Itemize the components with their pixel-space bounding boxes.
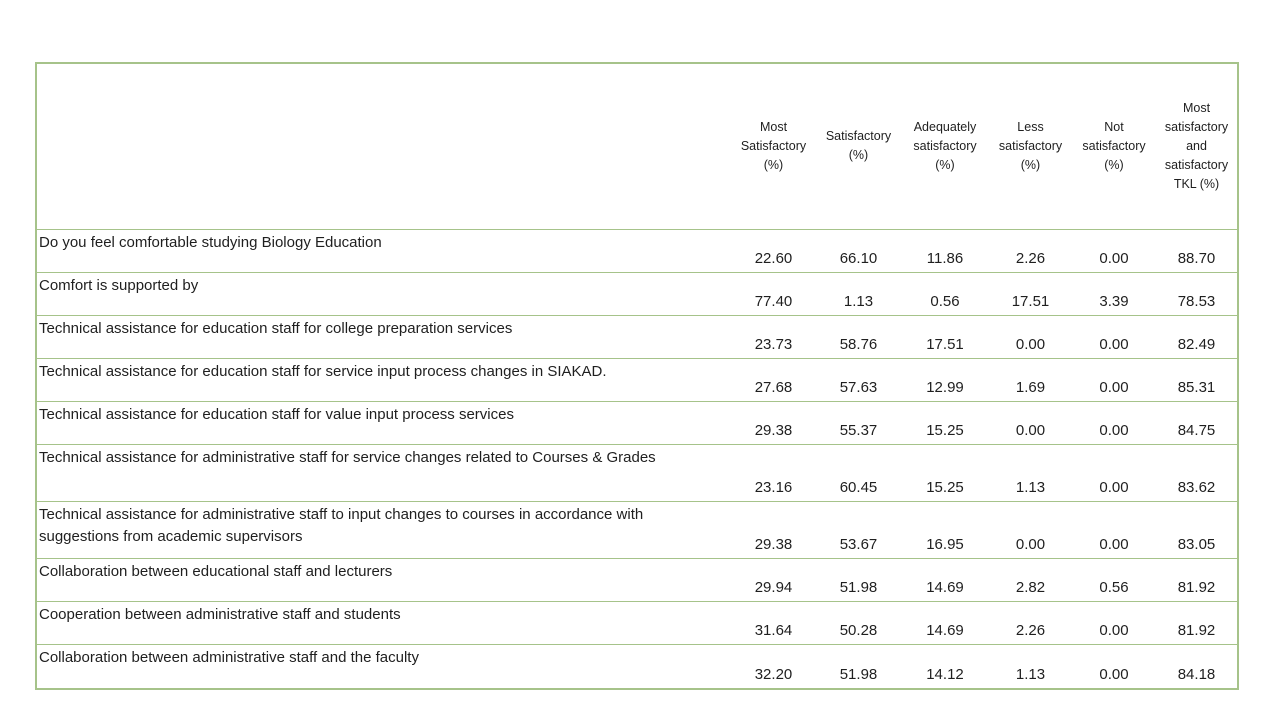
table-row: Technical assistance for administrative … bbox=[36, 443, 1238, 501]
cell-value: 1.13 bbox=[989, 643, 1072, 689]
cell-value: 0.00 bbox=[1072, 643, 1156, 689]
table-row: Collaboration between administrative sta… bbox=[36, 643, 1238, 689]
cell-value: 84.75 bbox=[1156, 400, 1238, 444]
cell-value: 0.56 bbox=[901, 271, 989, 315]
cell-value: 0.00 bbox=[989, 400, 1072, 444]
cell-value: 16.95 bbox=[901, 500, 989, 558]
cell-value: 17.51 bbox=[901, 314, 989, 358]
cell-value: 29.38 bbox=[731, 400, 816, 444]
cell-value: 55.37 bbox=[816, 400, 901, 444]
cell-value: 60.45 bbox=[816, 443, 901, 501]
row-label: Technical assistance for administrative … bbox=[36, 443, 731, 501]
table-row: Technical assistance for education staff… bbox=[36, 314, 1238, 358]
cell-value: 14.12 bbox=[901, 643, 989, 689]
cell-value: 2.82 bbox=[989, 557, 1072, 601]
row-label: Comfort is supported by bbox=[36, 271, 731, 315]
cell-value: 0.00 bbox=[1072, 600, 1156, 644]
corner-cell bbox=[36, 63, 731, 229]
cell-value: 85.31 bbox=[1156, 357, 1238, 401]
cell-value: 53.67 bbox=[816, 500, 901, 558]
table-row: Collaboration between educational staff … bbox=[36, 557, 1238, 601]
cell-value: 27.68 bbox=[731, 357, 816, 401]
table-row: Do you feel comfortable studying Biology… bbox=[36, 228, 1238, 272]
row-label: Collaboration between administrative sta… bbox=[36, 643, 731, 689]
row-label: Cooperation between administrative staff… bbox=[36, 600, 731, 644]
col-header-most-and-satisfactory-tkl: Most satisfactory and satisfactory TKL (… bbox=[1164, 100, 1229, 191]
cell-value: 0.00 bbox=[1072, 228, 1156, 272]
cell-value: 1.69 bbox=[989, 357, 1072, 401]
cell-value: 23.16 bbox=[731, 443, 816, 501]
table-row: Comfort is supported by 77.40 1.13 0.56 … bbox=[36, 271, 1238, 315]
row-label: Technical assistance for education staff… bbox=[36, 357, 731, 401]
cell-value: 0.00 bbox=[989, 314, 1072, 358]
cell-value: 58.76 bbox=[816, 314, 901, 358]
cell-value: 0.56 bbox=[1072, 557, 1156, 601]
cell-value: 82.49 bbox=[1156, 314, 1238, 358]
cell-value: 0.00 bbox=[1072, 500, 1156, 558]
cell-value: 83.05 bbox=[1156, 500, 1238, 558]
cell-value: 66.10 bbox=[816, 228, 901, 272]
cell-value: 81.92 bbox=[1156, 557, 1238, 601]
header-row: Most Satisfactory (%) Satisfactory (%) A… bbox=[36, 63, 1238, 229]
cell-value: 15.25 bbox=[901, 443, 989, 501]
cell-value: 29.38 bbox=[731, 500, 816, 558]
cell-value: 12.99 bbox=[901, 357, 989, 401]
cell-value: 57.63 bbox=[816, 357, 901, 401]
table-row: Technical assistance for education staff… bbox=[36, 357, 1238, 401]
cell-value: 14.69 bbox=[901, 600, 989, 644]
cell-value: 23.73 bbox=[731, 314, 816, 358]
cell-value: 83.62 bbox=[1156, 443, 1238, 501]
cell-value: 1.13 bbox=[816, 271, 901, 315]
cell-value: 0.00 bbox=[1072, 400, 1156, 444]
cell-value: 14.69 bbox=[901, 557, 989, 601]
row-label: Technical assistance for education staff… bbox=[36, 400, 731, 444]
cell-value: 32.20 bbox=[731, 643, 816, 689]
cell-value: 77.40 bbox=[731, 271, 816, 315]
cell-value: 0.00 bbox=[1072, 314, 1156, 358]
cell-value: 81.92 bbox=[1156, 600, 1238, 644]
row-label: Technical assistance for education staff… bbox=[36, 314, 731, 358]
cell-value: 0.00 bbox=[1072, 357, 1156, 401]
cell-value: 2.26 bbox=[989, 600, 1072, 644]
row-label: Technical assistance for administrative … bbox=[36, 500, 731, 558]
cell-value: 29.94 bbox=[731, 557, 816, 601]
cell-value: 88.70 bbox=[1156, 228, 1238, 272]
cell-value: 0.00 bbox=[1072, 443, 1156, 501]
satisfaction-survey-table: Most Satisfactory (%) Satisfactory (%) A… bbox=[35, 62, 1239, 690]
cell-value: 31.64 bbox=[731, 600, 816, 644]
cell-value: 1.13 bbox=[989, 443, 1072, 501]
cell-value: 2.26 bbox=[989, 228, 1072, 272]
cell-value: 11.86 bbox=[901, 228, 989, 272]
col-header-most-satisfactory: Most Satisfactory (%) bbox=[740, 119, 807, 172]
cell-value: 22.60 bbox=[731, 228, 816, 272]
cell-value: 17.51 bbox=[989, 271, 1072, 315]
col-header-adequately-satisfactory: Adequately satisfactory (%) bbox=[913, 119, 977, 172]
col-header-not-satisfactory: Not satisfactory (%) bbox=[1082, 119, 1146, 172]
col-header-less-satisfactory: Less satisfactory (%) bbox=[998, 119, 1063, 172]
cell-value: 15.25 bbox=[901, 400, 989, 444]
col-header-satisfactory: Satisfactory (%) bbox=[825, 129, 892, 163]
cell-value: 78.53 bbox=[1156, 271, 1238, 315]
table-row: Technical assistance for administrative … bbox=[36, 500, 1238, 558]
table-row: Cooperation between administrative staff… bbox=[36, 600, 1238, 644]
row-label: Collaboration between educational staff … bbox=[36, 557, 731, 601]
cell-value: 84.18 bbox=[1156, 643, 1238, 689]
cell-value: 3.39 bbox=[1072, 271, 1156, 315]
cell-value: 51.98 bbox=[816, 643, 901, 689]
cell-value: 50.28 bbox=[816, 600, 901, 644]
table-row: Technical assistance for education staff… bbox=[36, 400, 1238, 444]
cell-value: 51.98 bbox=[816, 557, 901, 601]
row-label: Do you feel comfortable studying Biology… bbox=[36, 228, 731, 272]
cell-value: 0.00 bbox=[989, 500, 1072, 558]
